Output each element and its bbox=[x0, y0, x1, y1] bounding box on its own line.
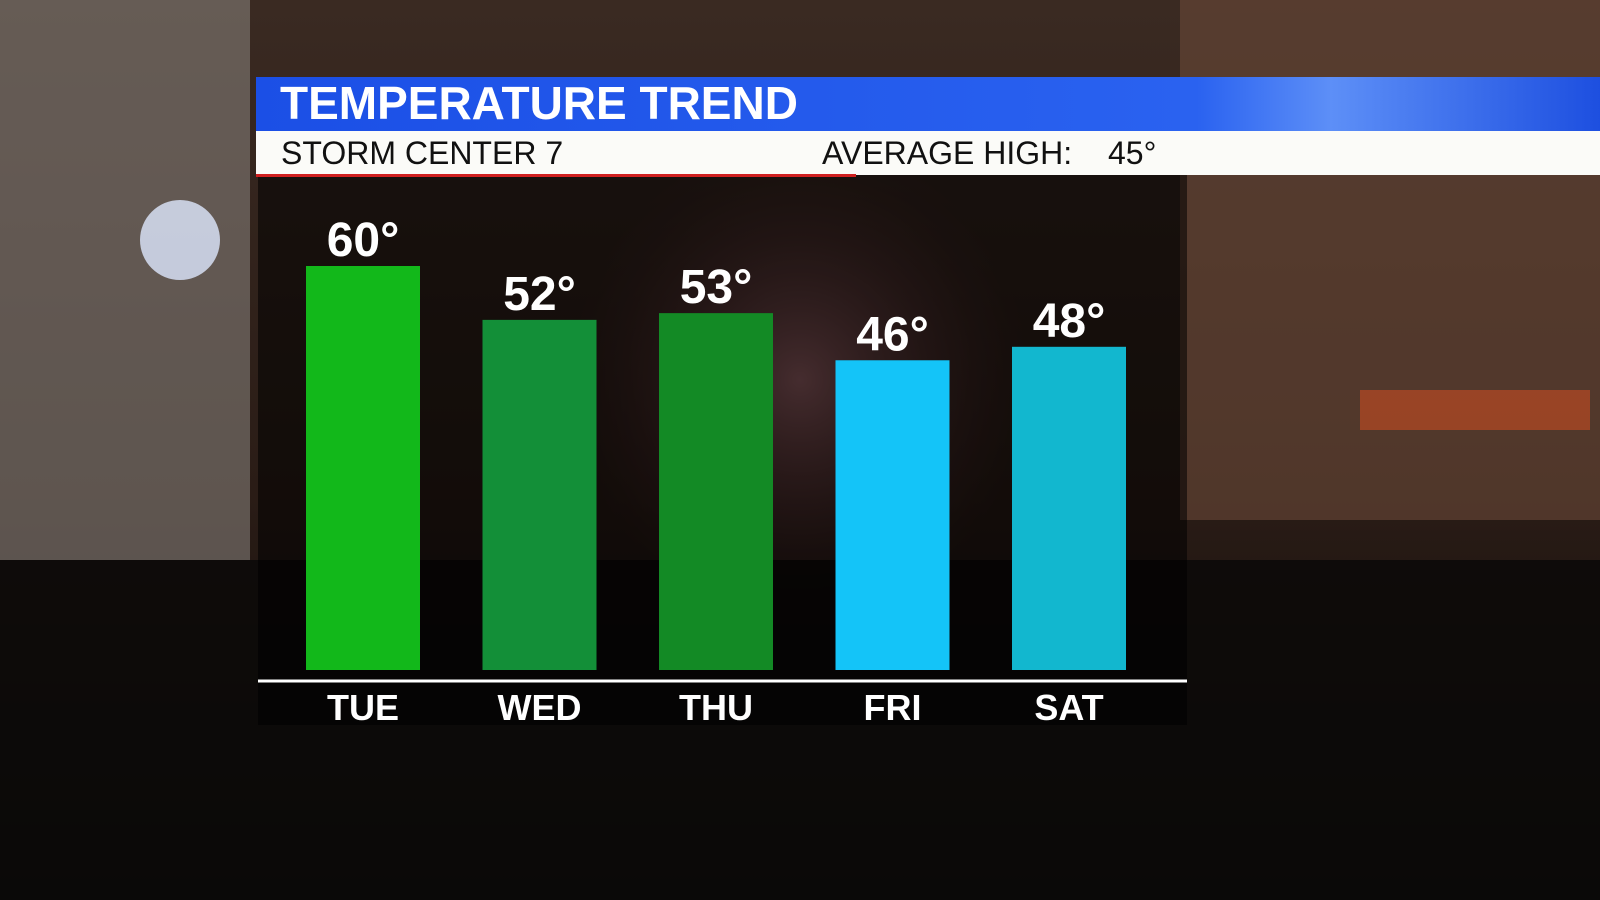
value-label: 52° bbox=[503, 268, 576, 321]
x-tick-label: THU bbox=[679, 687, 753, 728]
average-high-label: AVERAGE HIGH: bbox=[822, 135, 1072, 171]
source: STORM CENTER 7 bbox=[281, 135, 563, 171]
value-label: 48° bbox=[1033, 295, 1106, 348]
x-tick-label: SAT bbox=[1034, 687, 1103, 728]
chart-title: TEMPERATURE TREND bbox=[280, 77, 798, 129]
value-label: 46° bbox=[856, 308, 929, 361]
bar bbox=[835, 360, 950, 670]
x-tick-label: WED bbox=[498, 687, 582, 728]
x-tick-label: FRI bbox=[864, 687, 922, 728]
x-tick-label: TUE bbox=[327, 687, 399, 728]
bar bbox=[659, 313, 773, 670]
bar bbox=[306, 266, 420, 670]
average-high: 45° bbox=[1108, 135, 1156, 171]
bar bbox=[1012, 346, 1126, 670]
value-label: 60° bbox=[327, 214, 400, 267]
title-bar bbox=[256, 77, 1600, 131]
value-label: 53° bbox=[680, 261, 753, 314]
bar bbox=[482, 319, 597, 670]
accent-line bbox=[256, 174, 856, 177]
subtitle-bar bbox=[256, 131, 1600, 175]
